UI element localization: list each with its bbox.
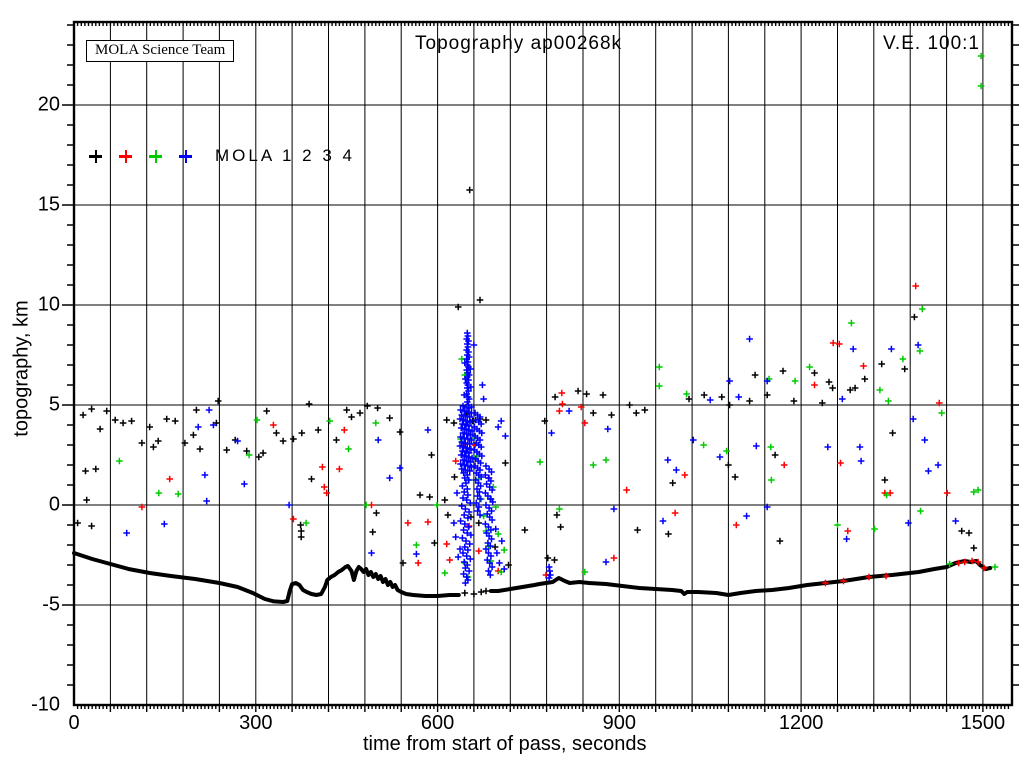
- series-mola-1: [74, 186, 978, 598]
- x-axis-title: time from start of pass, seconds: [363, 733, 647, 755]
- x-tick-label: 1200: [778, 712, 824, 734]
- y-tick-label: 20: [37, 93, 60, 116]
- legend: MOLA 1 2 3 4: [89, 146, 355, 166]
- y-axis-title-wrap: topography, km: [0, 300, 102, 436]
- y-tick-label: 5: [48, 393, 60, 416]
- x-tick-label: 0: [68, 712, 80, 734]
- legend-label: MOLA 1 2 3 4: [215, 146, 355, 165]
- legend-marker-mola3: [149, 149, 162, 163]
- series-mola-4: [123, 329, 959, 587]
- vertical-exaggeration-label: V.E. 100:1: [883, 33, 980, 54]
- team-box: MOLA Science Team: [86, 40, 235, 62]
- y-tick-label: 15: [37, 193, 60, 216]
- x-tick-label: 600: [420, 712, 455, 734]
- y-tick-label: -5: [42, 593, 60, 616]
- x-tick-label: 900: [602, 712, 637, 734]
- legend-marker-mola4: [179, 149, 192, 163]
- legend-marker-mola2: [119, 149, 132, 163]
- series-mola-3: [116, 52, 999, 581]
- x-tick-label: 1500: [960, 712, 1006, 734]
- series-mola-2: [138, 282, 988, 587]
- x-tick-label: 300: [239, 712, 273, 734]
- legend-marker-mola1: [89, 149, 102, 163]
- y-tick-label: -10: [31, 693, 60, 716]
- page-title: Topography ap00268k: [415, 33, 623, 54]
- y-tick-label: 0: [48, 493, 60, 516]
- y-tick-label: 10: [37, 293, 60, 316]
